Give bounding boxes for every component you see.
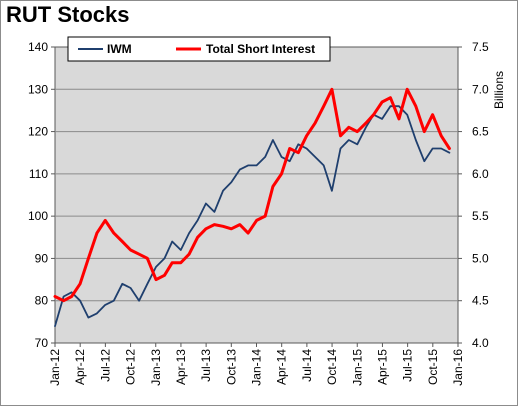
x-tick-label: Jan-15 (350, 349, 364, 386)
right-tick-label: 7.0 (472, 82, 489, 96)
x-tick-label: Apr-15 (375, 349, 389, 385)
left-tick-label: 90 (35, 251, 49, 265)
chart-title: RUT Stocks (6, 2, 130, 27)
x-tick-label: Jul-15 (401, 349, 415, 382)
x-tick-label: Jul-12 (98, 349, 112, 382)
left-tick-label: 120 (28, 125, 48, 139)
right-tick-label: 5.0 (472, 251, 489, 265)
right-tick-label: 5.5 (472, 209, 489, 223)
x-tick-label: Oct-15 (426, 349, 440, 385)
x-tick-label: Oct-12 (124, 349, 138, 385)
right-tick-label: 4.0 (472, 336, 489, 350)
left-tick-label: 130 (28, 82, 48, 96)
left-tick-label: 110 (29, 167, 48, 181)
x-tick-label: Jan-12 (48, 349, 62, 386)
left-tick-label: 140 (28, 40, 48, 54)
gridlines (55, 88, 458, 302)
right-axis: 4.0 4.5 5.0 5.5 6.0 6.5 7.0 7.5 (458, 40, 489, 350)
x-tick-label: Apr-12 (73, 349, 87, 385)
x-tick-label: Oct-13 (224, 349, 238, 385)
series-line-iwm (54, 105, 451, 328)
x-tick-label: Jul-13 (199, 349, 213, 382)
x-tick-label: Jan-16 (451, 349, 465, 386)
x-tick-label: Jul-14 (300, 349, 314, 382)
right-axis-title: Billions (492, 71, 506, 109)
left-axis: 70 80 90 100 110 120 130 140 (28, 40, 55, 350)
legend-label-iwm: IWM (107, 42, 132, 56)
legend: IWM Total Short Interest (67, 36, 331, 62)
left-tick-label: 100 (28, 209, 48, 223)
right-tick-label: 7.5 (472, 40, 489, 54)
x-tick-label: Apr-13 (174, 349, 188, 385)
x-axis: Jan-12 Apr-12 Jul-12 Oct-12 Jan-13 Apr-13 Jul-… (48, 343, 465, 386)
x-tick-label: Apr-14 (275, 349, 289, 385)
series-layer (53, 87, 451, 328)
x-tick-label: Jan-13 (149, 349, 163, 386)
x-tick-label: Oct-14 (325, 349, 339, 385)
legend-label-short-interest: Total Short Interest (206, 42, 315, 56)
right-tick-label: 4.5 (472, 294, 489, 308)
left-tick-label: 80 (35, 294, 49, 308)
left-tick-label: 70 (35, 336, 49, 350)
series-line-short-interest (53, 87, 451, 303)
x-tick-label: Jan-14 (250, 349, 264, 386)
right-tick-label: 6.0 (472, 167, 489, 181)
right-tick-label: 6.5 (472, 125, 489, 139)
